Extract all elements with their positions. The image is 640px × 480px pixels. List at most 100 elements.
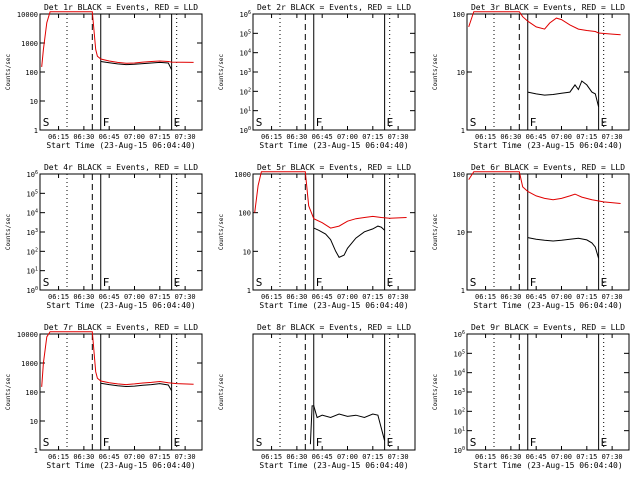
y-axis-label: Counts/sec: [5, 374, 12, 411]
panel-title: Det 7r BLACK = Events, RED = LLD: [44, 323, 198, 332]
x-tick-label: 07:30: [388, 293, 409, 301]
y-tick-label: 100: [452, 171, 465, 179]
marker-label-F: F: [316, 116, 323, 129]
x-tick-label: 07:30: [175, 133, 196, 141]
y-tick-label: 104: [454, 369, 465, 378]
x-tick-label: 06:15: [48, 133, 69, 141]
marker-label-E: E: [601, 116, 608, 129]
y-tick-label: 105: [240, 29, 251, 38]
x-tick-label: 07:15: [362, 453, 383, 461]
y-tick-label: 106: [454, 330, 465, 339]
x-tick-label: 07:30: [602, 293, 623, 301]
y-tick-label: 100: [27, 286, 38, 295]
y-tick-label: 104: [240, 49, 251, 58]
panel-title: Det 9r BLACK = Events, RED = LLD: [471, 323, 625, 332]
x-tick-label: 07:30: [175, 293, 196, 301]
marker-label-F: F: [530, 276, 537, 289]
marker-label-S: S: [256, 116, 263, 129]
lld-series-line: [41, 331, 194, 387]
x-tick-label: 07:00: [337, 133, 358, 141]
y-tick-label: 101: [240, 107, 251, 116]
marker-label-S: S: [256, 436, 263, 449]
y-tick-label: 106: [240, 10, 251, 19]
y-axis-label: Counts/sec: [5, 214, 12, 251]
y-tick-label: 103: [27, 228, 38, 237]
x-tick-label: 06:45: [99, 453, 120, 461]
y-tick-label: 100: [25, 69, 38, 77]
y-axis-label: Counts/sec: [218, 374, 225, 411]
marker-label-S: S: [43, 436, 50, 449]
panel-title: Det 2r BLACK = Events, RED = LLD: [257, 3, 411, 12]
y-tick-label: 105: [454, 349, 465, 358]
y-tick-label: 106: [27, 170, 38, 179]
marker-label-E: E: [174, 436, 181, 449]
panel-title: Det 6r BLACK = Events, RED = LLD: [471, 163, 625, 172]
events-series-line: [527, 237, 600, 259]
lld-series-line: [468, 11, 621, 36]
y-tick-label: 100: [240, 126, 251, 135]
panel-3: Det 3r BLACK = Events, RED = LLD 1 10 100 06…: [432, 3, 630, 150]
y-axis-label: Counts/sec: [5, 54, 12, 91]
marker-label-S: S: [470, 116, 477, 129]
y-tick-label: 10: [30, 418, 38, 426]
marker-label-E: E: [174, 116, 181, 129]
x-tick-label: 06:30: [73, 133, 94, 141]
x-tick-label: 06:30: [500, 293, 521, 301]
y-tick-label: 100: [452, 11, 465, 19]
panel-7: Det 7r BLACK = Events, RED = LLD 1 10 100 10…: [5, 323, 203, 470]
y-tick-label: 102: [454, 407, 465, 416]
x-tick-label: 07:30: [602, 133, 623, 141]
lld-series-line: [468, 171, 621, 204]
y-tick-label: 104: [27, 209, 38, 218]
plot-frame: [39, 173, 203, 291]
x-tick-label: 06:30: [500, 133, 521, 141]
x-tick-label: 07:00: [337, 453, 358, 461]
marker-label-F: F: [103, 116, 110, 129]
x-tick-label: 06:30: [73, 293, 94, 301]
plot-frame: [252, 173, 416, 291]
marker-label-E: E: [387, 116, 394, 129]
lld-series-line: [254, 171, 407, 229]
marker-label-S: S: [470, 436, 477, 449]
x-axis-label: Start Time (23-Aug-15 06:04:40): [46, 141, 195, 150]
y-tick-label: 10: [457, 229, 465, 237]
x-tick-label: 07:00: [124, 293, 145, 301]
x-tick-label: 06:30: [286, 293, 307, 301]
x-tick-label: 06:45: [526, 133, 547, 141]
y-tick-label: 10: [457, 69, 465, 77]
y-tick-label: 102: [240, 87, 251, 96]
x-tick-label: 06:15: [475, 133, 496, 141]
marker-label-E: E: [601, 436, 608, 449]
y-tick-label: 100: [25, 389, 38, 397]
y-tick-label: 103: [454, 388, 465, 397]
y-tick-label: 100: [454, 446, 465, 455]
y-tick-label: 1: [34, 127, 38, 135]
y-axis-label: Counts/sec: [432, 214, 439, 251]
x-tick-label: 07:00: [551, 133, 572, 141]
x-tick-label: 07:15: [576, 293, 597, 301]
panel-5: Det 5r BLACK = Events, RED = LLD 1 10 100 10…: [218, 163, 416, 310]
marker-label-F: F: [316, 276, 323, 289]
x-axis-label: Start Time (23-Aug-15 06:04:40): [259, 141, 408, 150]
x-axis-label: Start Time (23-Aug-15 06:04:40): [46, 461, 195, 470]
marker-label-S: S: [470, 276, 477, 289]
x-tick-label: 06:45: [526, 293, 547, 301]
panel-2: Det 2r BLACK = Events, RED = LLD 100 101 10…: [218, 3, 416, 150]
x-tick-label: 07:15: [576, 453, 597, 461]
x-tick-label: 06:15: [261, 133, 282, 141]
x-tick-label: 07:30: [388, 453, 409, 461]
marker-label-E: E: [387, 276, 394, 289]
x-tick-label: 06:15: [475, 293, 496, 301]
x-tick-label: 07:15: [362, 293, 383, 301]
x-tick-label: 06:15: [475, 453, 496, 461]
marker-label-S: S: [256, 276, 263, 289]
events-series-line: [527, 80, 600, 108]
events-series-line: [309, 405, 386, 445]
x-axis-label: Start Time (23-Aug-15 06:04:40): [259, 301, 408, 310]
y-axis-label: Counts/sec: [218, 54, 225, 91]
plot-frame: [39, 13, 203, 131]
plot-frame: [252, 333, 416, 451]
y-tick-label: 10: [30, 98, 38, 106]
y-tick-label: 100: [238, 210, 251, 218]
